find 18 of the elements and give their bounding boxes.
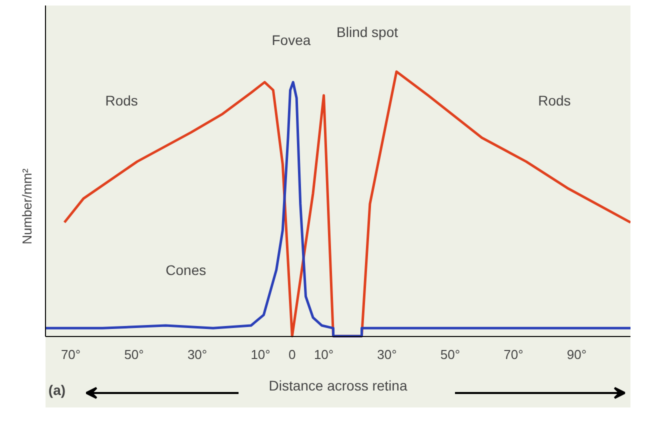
text: Fovea: [272, 32, 311, 48]
x-tick-label: 70°: [504, 347, 524, 362]
x-tick-label: 50°: [440, 347, 460, 362]
x-axis-title: Distance across retina: [268, 378, 408, 394]
x-tick-label: 0: [288, 347, 296, 362]
x-tick-label: 50°: [124, 347, 144, 362]
y-axis-title: Number/mm²: [20, 168, 34, 244]
annotation: Rods: [105, 92, 138, 109]
x-tick-label: 30°: [377, 347, 397, 362]
x-tick-label: 10°: [314, 347, 334, 362]
x-tick-label: 90°: [566, 347, 587, 362]
x-tick-label: 10°: [250, 347, 270, 362]
annotation: Rods: [538, 92, 571, 109]
annotation: Cones: [166, 262, 206, 278]
x-tick-label: 30°: [187, 347, 208, 362]
text: (a): [48, 382, 66, 398]
x-tick-label: 70°: [60, 347, 81, 362]
text: Blind spot: [336, 24, 398, 40]
